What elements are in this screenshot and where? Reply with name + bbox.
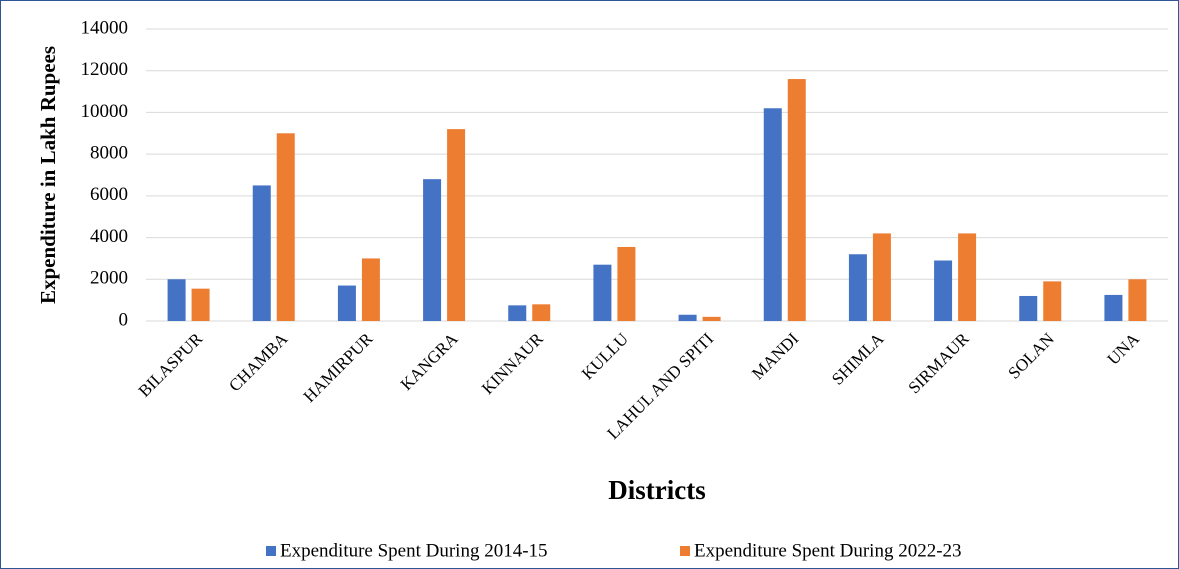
bar bbox=[702, 316, 721, 321]
bar bbox=[337, 285, 356, 321]
bar bbox=[1019, 295, 1038, 321]
bar bbox=[934, 260, 953, 321]
legend-label: Expenditure Spent During 2022-23 bbox=[694, 540, 962, 561]
bar bbox=[848, 254, 867, 321]
x-axis-title: Districts bbox=[608, 475, 705, 505]
bar bbox=[872, 233, 891, 321]
bar bbox=[958, 233, 977, 321]
bar bbox=[678, 314, 697, 321]
bar bbox=[191, 288, 210, 321]
bar bbox=[1128, 279, 1147, 321]
y-tick-label: 12000 bbox=[81, 59, 129, 80]
y-tick-label: 2000 bbox=[90, 268, 128, 289]
y-axis-title: Expenditure in Lakh Rupees bbox=[36, 46, 60, 304]
y-tick-label: 10000 bbox=[81, 101, 129, 122]
bar bbox=[1104, 294, 1123, 321]
y-tick-label: 14000 bbox=[81, 17, 129, 38]
bar bbox=[423, 179, 442, 321]
bar bbox=[508, 305, 527, 321]
bar bbox=[532, 304, 551, 321]
bar bbox=[593, 264, 612, 321]
bar bbox=[167, 279, 186, 321]
bar bbox=[787, 79, 806, 321]
bar bbox=[361, 258, 380, 321]
y-tick-label: 8000 bbox=[90, 143, 128, 164]
bar bbox=[1043, 281, 1062, 321]
legend-marker bbox=[680, 546, 690, 556]
bar bbox=[763, 108, 782, 321]
bar bbox=[252, 185, 271, 321]
y-tick-label: 0 bbox=[119, 309, 129, 330]
y-tick-label: 6000 bbox=[90, 184, 128, 205]
bar bbox=[276, 133, 295, 321]
bar bbox=[447, 129, 466, 321]
bar bbox=[617, 246, 636, 321]
legend-marker bbox=[266, 546, 276, 556]
y-tick-label: 4000 bbox=[90, 226, 128, 247]
legend-label: Expenditure Spent During 2014-15 bbox=[280, 540, 548, 561]
